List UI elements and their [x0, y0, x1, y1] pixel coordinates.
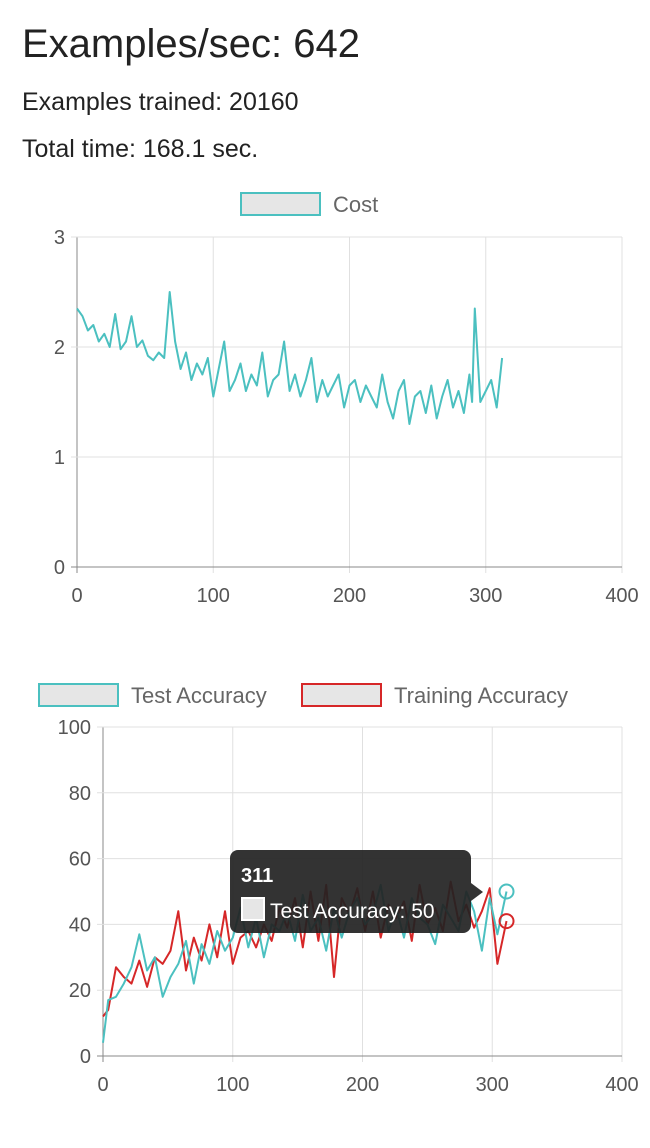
- y-tick-label: 60: [69, 849, 91, 871]
- legend-label: Training Accuracy: [394, 683, 568, 708]
- y-tick-label: 2: [54, 337, 65, 359]
- x-tick-label: 200: [346, 1074, 379, 1096]
- y-tick-label: 3: [54, 227, 65, 249]
- tooltip-swatch: [241, 897, 265, 921]
- x-tick-label: 0: [97, 1074, 108, 1096]
- tooltip-caret: [471, 883, 483, 901]
- x-tick-label: 400: [605, 1074, 638, 1096]
- cost-chart[interactable]: Cost 0 100 200 300 400 0 1 2 3: [0, 180, 650, 620]
- hover-point-test-accuracy: [498, 883, 515, 900]
- hover-point-training-accuracy: [498, 913, 515, 930]
- y-tick-label: 1: [54, 447, 65, 469]
- x-tick-label: 300: [476, 1074, 509, 1096]
- x-tick-label: 100: [216, 1074, 249, 1096]
- tooltip-title: 311: [241, 865, 273, 887]
- x-tick-label: 300: [469, 585, 502, 607]
- y-tick-label: 100: [58, 717, 91, 739]
- x-tick-label: 200: [333, 585, 366, 607]
- y-tick-label: 0: [54, 557, 65, 579]
- legend-label: Test Accuracy: [131, 683, 267, 708]
- y-tick-label: 0: [80, 1046, 91, 1068]
- x-tick-label: 0: [71, 585, 82, 607]
- legend-swatch: [301, 683, 382, 707]
- tooltip-label: Test Accuracy: 50: [270, 900, 435, 923]
- total-time-text: Total time: 168.1 sec.: [22, 135, 259, 163]
- legend-swatch: [240, 192, 321, 216]
- examples-per-sec-heading: Examples/sec: 642: [22, 22, 360, 66]
- tooltip: 311 Test Accuracy: 50: [230, 850, 483, 933]
- y-tick-label: 20: [69, 980, 91, 1002]
- series-line-cost: [76, 291, 504, 425]
- y-tick-label: 40: [69, 914, 91, 936]
- x-tick-label: 100: [197, 585, 230, 607]
- x-tick-label: 400: [605, 585, 638, 607]
- legend-swatch: [38, 683, 119, 707]
- y-tick-label: 80: [69, 783, 91, 805]
- legend-label: Cost: [333, 192, 378, 217]
- examples-trained-text: Examples trained: 20160: [22, 88, 299, 116]
- tooltip-box: [230, 850, 471, 933]
